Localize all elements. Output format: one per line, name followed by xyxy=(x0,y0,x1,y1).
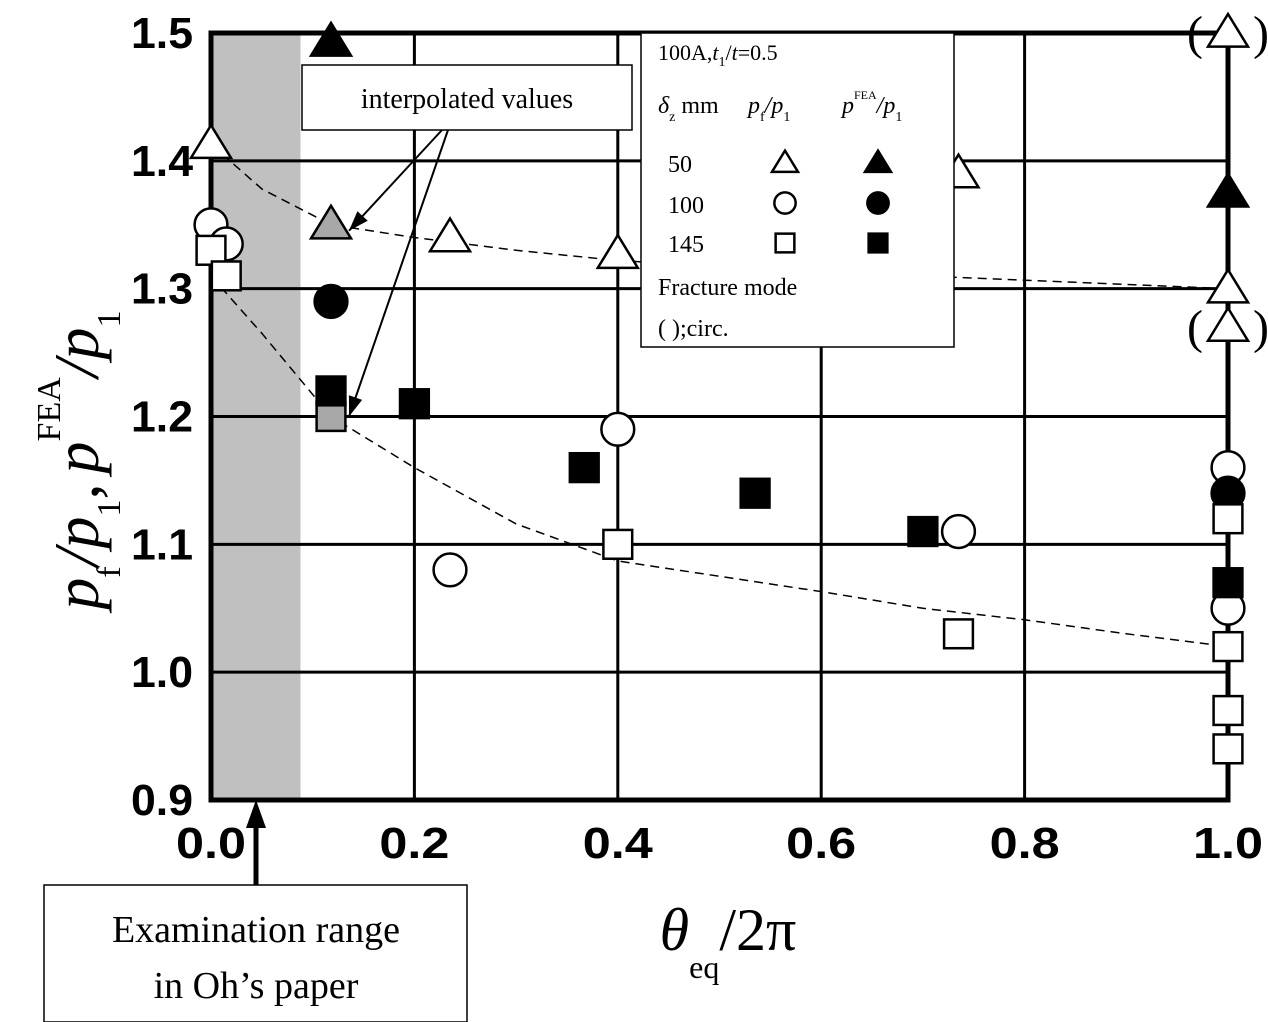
triangle-open-marker xyxy=(188,122,234,160)
x-tick-label: 0.6 xyxy=(786,819,856,868)
examination-callout: Examination range in Oh’s paper xyxy=(43,800,468,1022)
interpolated-label: interpolated values xyxy=(361,84,573,115)
triangle-open-marker xyxy=(427,216,473,253)
x-tick-labels: 0.0 0.2 0.4 0.6 0.8 1.0 xyxy=(176,819,1263,868)
square-open-marker xyxy=(1212,503,1244,535)
triangle-open-marker xyxy=(1205,267,1251,304)
legend-markers xyxy=(769,148,894,254)
y-tick-label: 1.0 xyxy=(131,648,193,697)
y-tick-label: 1.5 xyxy=(131,9,193,58)
y-tick-labels: 0.9 1.0 1.1 1.2 1.3 1.4 1.5 xyxy=(131,9,194,825)
square-gray-marker xyxy=(315,400,347,433)
circle-open-marker xyxy=(600,411,636,447)
circumferential-paren-markers: ( ) ( ) xyxy=(1187,7,1268,354)
circle-open-marker xyxy=(940,513,977,550)
arrow-line xyxy=(348,129,449,417)
square-open-marker xyxy=(1212,630,1244,663)
arrow-head xyxy=(348,395,363,417)
circle-filled-marker xyxy=(313,283,349,320)
legend: 100A,t1/t=0.5 δz mm pf/p1 pFEA/p1 50 100… xyxy=(640,32,955,348)
legend-delta-50: 50 xyxy=(668,152,692,178)
paren-label: ( ) xyxy=(1187,7,1268,60)
examination-line-1: Examination range xyxy=(112,909,400,951)
arrow-head xyxy=(349,211,368,231)
legend-header-fea: pFEA/p1 xyxy=(840,88,902,125)
triangle-open-marker xyxy=(769,148,801,174)
x-tick-label: 1.0 xyxy=(1193,819,1263,868)
legend-header-delta: δz mm xyxy=(658,93,719,125)
x-tick-label: 0.4 xyxy=(583,819,654,868)
y-tick-label: 1.1 xyxy=(131,520,193,569)
square-open-marker xyxy=(774,232,796,254)
triangle-filled-marker xyxy=(1205,171,1251,208)
examination-line-2: in Oh’s paper xyxy=(154,965,359,1007)
x-tick-label: 0.0 xyxy=(176,819,246,868)
square-open-marker xyxy=(210,260,242,292)
square-open-marker xyxy=(602,528,634,560)
x-axis-title: θeq/2π xyxy=(660,897,797,985)
legend-delta-145: 145 xyxy=(668,232,704,258)
circle-filled-marker xyxy=(866,191,890,215)
triangle-open-marker xyxy=(1205,305,1251,342)
triangle-gray-marker xyxy=(308,203,354,240)
square-filled-marker xyxy=(1212,567,1244,599)
fit-curve xyxy=(210,143,1229,290)
legend-circ: ( );circ. xyxy=(658,316,729,342)
y-tick-label: 1.4 xyxy=(131,137,194,186)
circle-open-marker xyxy=(432,552,468,588)
y-tick-label: 1.2 xyxy=(131,393,193,442)
legend-box xyxy=(640,32,955,348)
square-open-marker xyxy=(942,618,975,650)
interpolated-callout: interpolated values xyxy=(301,64,633,417)
legend-title: 100A,t1/t=0.5 xyxy=(658,40,778,70)
square-filled-marker xyxy=(907,515,939,548)
triangle-open-marker xyxy=(595,232,641,270)
arrow-line xyxy=(348,129,443,232)
legend-fracture-mode: Fracture mode xyxy=(658,275,797,301)
square-filled-marker xyxy=(315,375,347,407)
legend-header-pf: pf/p1 xyxy=(746,93,790,125)
triangle-filled-marker xyxy=(862,148,894,174)
square-filled-marker xyxy=(739,477,771,509)
y-tick-label: 1.3 xyxy=(131,265,193,314)
x-tick-label: 0.2 xyxy=(379,819,449,868)
y-tick-label: 0.9 xyxy=(131,776,193,825)
triangle-open-marker xyxy=(1205,11,1251,48)
interpolated-arrows xyxy=(348,129,449,417)
x-tick-label: 0.8 xyxy=(990,819,1060,868)
paren-label: ( ) xyxy=(1187,301,1268,354)
square-filled-marker xyxy=(398,388,431,420)
y-axis-title: pf/p1,pFEA/p1 xyxy=(31,310,128,613)
examination-arrow-head xyxy=(246,800,266,828)
interpolated-box xyxy=(301,64,633,131)
square-open-marker xyxy=(1212,733,1244,765)
square-open-marker xyxy=(1212,694,1244,727)
circle-open-marker xyxy=(773,191,797,215)
square-filled-marker xyxy=(867,232,889,254)
legend-delta-100: 100 xyxy=(668,193,704,219)
data-points xyxy=(188,11,1251,765)
square-filled-marker xyxy=(568,451,600,484)
triangle-filled-marker xyxy=(308,20,354,57)
examination-box xyxy=(43,884,468,1022)
